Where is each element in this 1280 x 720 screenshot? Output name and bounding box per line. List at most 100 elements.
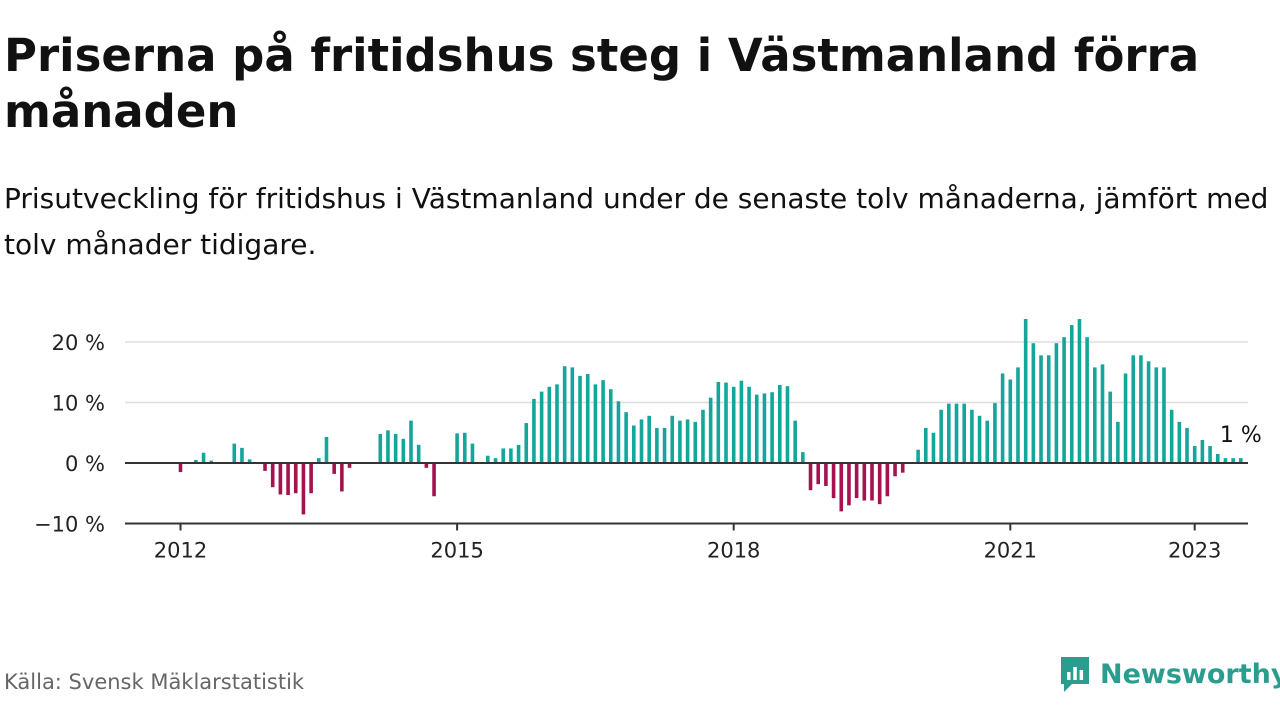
bar xyxy=(793,420,797,463)
bar xyxy=(1054,343,1059,463)
bar xyxy=(532,398,536,463)
bar xyxy=(854,463,859,499)
bar xyxy=(1185,427,1189,463)
bar xyxy=(1000,373,1005,463)
bar xyxy=(655,427,659,463)
bar xyxy=(816,463,821,485)
bar xyxy=(670,415,675,463)
bar xyxy=(808,463,813,491)
bar xyxy=(778,384,782,463)
y-tick-label: −10 % xyxy=(34,513,105,537)
bar xyxy=(624,412,628,463)
bar xyxy=(524,423,529,463)
bar xyxy=(516,444,521,463)
bar xyxy=(662,427,667,463)
bar xyxy=(993,403,997,463)
bar xyxy=(1016,367,1020,463)
bar xyxy=(1200,440,1205,463)
y-tick-label: 0 % xyxy=(65,452,105,476)
bar xyxy=(939,409,943,463)
bar xyxy=(1231,458,1235,463)
bar xyxy=(762,393,767,463)
chart-title: Priserna på fritidshus steg i Västmanlan… xyxy=(4,29,1200,138)
x-tick-label: 2021 xyxy=(984,539,1037,563)
bar xyxy=(301,463,306,515)
bar xyxy=(870,463,874,501)
bar xyxy=(1223,458,1228,463)
bar xyxy=(578,375,582,463)
bar xyxy=(386,430,390,463)
bar xyxy=(916,449,920,463)
bar xyxy=(432,463,436,497)
bar xyxy=(931,432,936,463)
bar xyxy=(708,397,713,463)
bar xyxy=(693,421,698,463)
bar xyxy=(201,452,206,463)
bar xyxy=(1039,355,1043,463)
y-tick-label: 20 % xyxy=(52,331,105,355)
bar xyxy=(462,432,467,463)
bar xyxy=(1069,325,1074,463)
bar xyxy=(877,463,882,505)
bar xyxy=(340,463,344,492)
bar xyxy=(801,452,805,463)
bar xyxy=(486,455,490,463)
bar xyxy=(178,463,183,473)
bar xyxy=(539,391,544,463)
bar xyxy=(409,420,413,463)
bar xyxy=(739,380,744,463)
bar xyxy=(1085,337,1089,463)
bar xyxy=(209,460,214,463)
bar xyxy=(347,463,352,468)
bar xyxy=(701,409,705,463)
newsworthy-logo[interactable]: Newsworthy xyxy=(1058,654,1280,694)
bar xyxy=(985,420,990,463)
bar xyxy=(286,463,290,496)
bar xyxy=(785,386,790,463)
bar-chart: −10 % 0 % 10 % 20 % 2012 2015 2018 2021 2023 1 % xyxy=(34,319,1262,563)
bar xyxy=(954,403,959,463)
bar xyxy=(493,458,498,463)
bar xyxy=(747,386,751,463)
bar xyxy=(1108,391,1112,463)
bar xyxy=(293,463,298,494)
bar xyxy=(455,433,459,463)
bar xyxy=(970,409,974,463)
bar xyxy=(1123,373,1128,463)
bar xyxy=(1100,364,1105,463)
bar xyxy=(1116,421,1120,463)
bar xyxy=(1008,379,1013,463)
bar xyxy=(547,386,552,463)
bar xyxy=(847,463,851,506)
newsworthy-logo-icon xyxy=(1061,657,1089,692)
bar xyxy=(501,448,505,463)
bar xyxy=(1131,355,1136,463)
bar xyxy=(1215,453,1220,463)
y-tick-label: 10 % xyxy=(52,392,105,416)
newsworthy-logo-text: Newsworthy xyxy=(1100,658,1280,690)
bar xyxy=(585,374,590,463)
bar xyxy=(731,386,736,463)
x-tick-label: 2012 xyxy=(154,539,207,563)
bar xyxy=(1192,446,1197,463)
bar xyxy=(1162,367,1166,463)
bar xyxy=(1139,355,1143,463)
bar xyxy=(324,436,329,463)
bar xyxy=(1093,367,1097,463)
bar xyxy=(570,367,575,463)
bar xyxy=(862,463,867,501)
bar xyxy=(240,447,244,463)
bar xyxy=(470,443,475,463)
x-tick-label: 2015 xyxy=(430,539,483,563)
bar xyxy=(616,401,621,463)
x-tick-label: 2018 xyxy=(707,539,760,563)
bar xyxy=(647,415,651,463)
bar xyxy=(639,419,644,463)
bar xyxy=(593,384,598,463)
bar xyxy=(1208,446,1212,463)
bar xyxy=(393,433,398,463)
bar xyxy=(754,394,759,463)
bar xyxy=(770,392,774,463)
bar xyxy=(1031,343,1036,463)
bar xyxy=(562,366,567,463)
